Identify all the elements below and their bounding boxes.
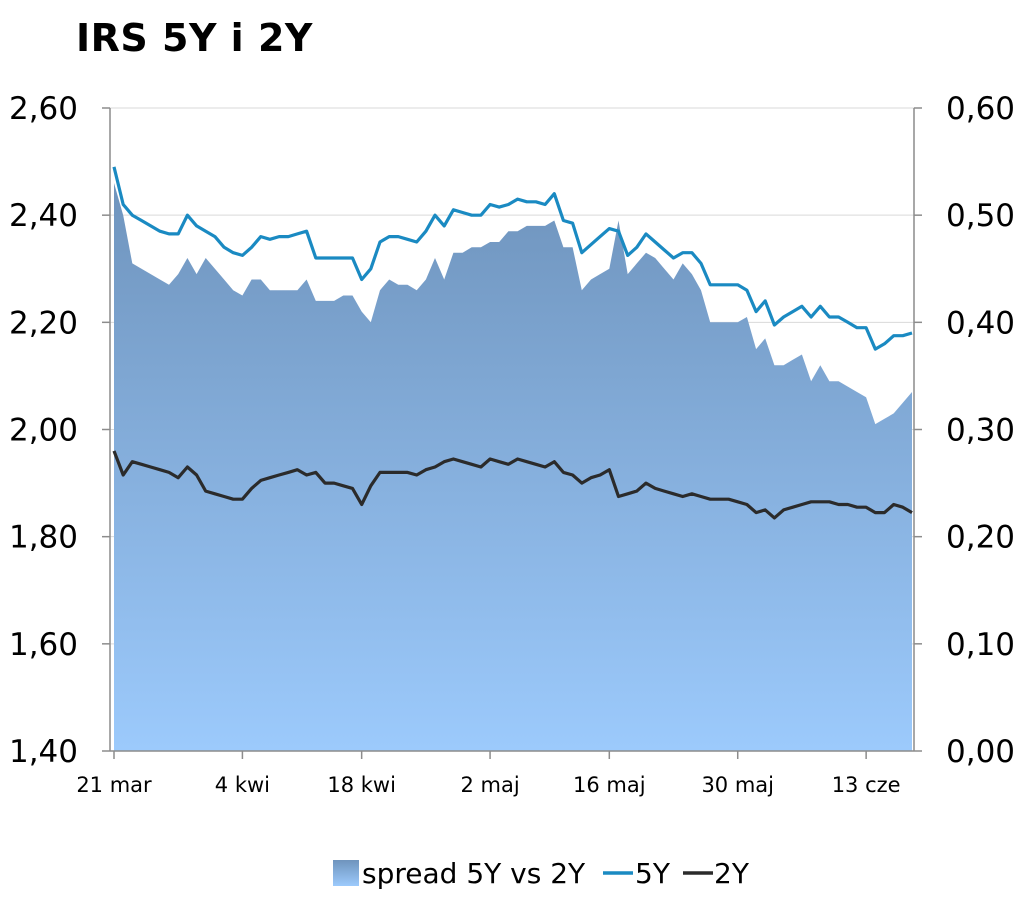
- series-line-2y: [112, 450, 913, 520]
- x-tick-label: 13 cze: [832, 773, 901, 797]
- right-tick-label: 0,00: [946, 734, 1015, 770]
- x-tick-label: 4 kwi: [215, 773, 270, 797]
- series-area-spread: [114, 183, 912, 751]
- x-axis-ticks: 21 mar 4 kwi 18 kwi 2 maj 16 maj 30 maj 13 cze: [76, 773, 900, 797]
- left-tick-label: 2,20: [9, 305, 78, 341]
- axes: [102, 107, 922, 759]
- right-tick-label: 0,20: [946, 520, 1015, 556]
- series-line-5y: [112, 166, 913, 351]
- left-tick-label: 1,60: [9, 627, 78, 663]
- right-tick-label: 0,50: [946, 198, 1015, 234]
- right-tick-label: 0,40: [946, 305, 1015, 341]
- legend-label-spread: spread 5Y vs 2Y: [362, 857, 586, 890]
- right-tick-label: 0,10: [946, 627, 1015, 663]
- series-lines-layer: [112, 166, 913, 520]
- x-tick-label: 16 maj: [573, 773, 646, 797]
- legend-swatch-spread: [333, 860, 359, 886]
- left-tick-label: 2,40: [9, 198, 78, 234]
- x-tick-label: 18 kwi: [327, 773, 396, 797]
- legend: spread 5Y vs 2Y 5Y 2Y: [333, 857, 750, 890]
- left-axis-ticks: 1,40 1,60 1,80 2,00 2,20 2,40 2,60: [9, 91, 78, 770]
- right-tick-label: 0,60: [946, 91, 1015, 127]
- legend-label-5y: 5Y: [635, 857, 671, 890]
- legend-label-2y: 2Y: [714, 857, 750, 890]
- x-tick-label: 21 mar: [76, 773, 152, 797]
- left-tick-label: 1,40: [9, 734, 78, 770]
- spread-area-layer: [114, 183, 912, 751]
- chart-title: IRS 5Y i 2Y: [76, 16, 313, 60]
- x-tick-label: 2 maj: [460, 773, 519, 797]
- x-tick-label: 30 maj: [701, 773, 774, 797]
- left-tick-label: 2,60: [9, 91, 78, 127]
- left-tick-label: 1,80: [9, 520, 78, 556]
- right-tick-label: 0,30: [946, 413, 1015, 449]
- right-axis-ticks: 0,00 0,10 0,20 0,30 0,40 0,50 0,60: [946, 91, 1015, 770]
- left-tick-label: 2,00: [9, 413, 78, 449]
